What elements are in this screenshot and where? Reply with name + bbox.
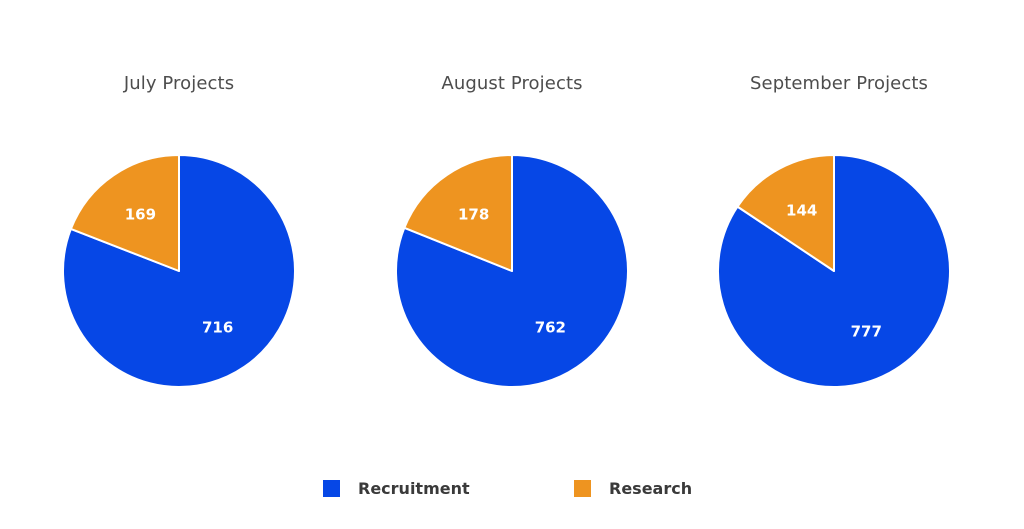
pie-slice-research[interactable] (69, 154, 180, 272)
pie-slice-research[interactable] (736, 154, 835, 272)
pie-chart-august: 762 178 (395, 154, 629, 388)
data-label-recruitment: 716 (202, 318, 233, 336)
data-label-research: 144 (786, 202, 817, 220)
chart-panel-july: July Projects 716 169 (14, 0, 344, 420)
legend-label-recruitment: Recruitment (358, 478, 470, 498)
chart-title: September Projects (750, 73, 928, 94)
data-label-research: 169 (125, 206, 156, 224)
chart-panel-september: September Projects 777 144 (674, 0, 1004, 420)
chart-panel-august: August Projects 762 178 (347, 0, 677, 420)
chart-title: August Projects (441, 73, 583, 94)
pie-chart-september: 777 144 (717, 154, 951, 388)
legend-label-research: Research (609, 478, 693, 498)
data-label-research: 178 (458, 205, 489, 223)
chart-title: July Projects (123, 73, 235, 94)
legend-item-recruitment[interactable]: Recruitment (323, 476, 470, 500)
pie-chart-july: 716 169 (62, 154, 296, 388)
legend-swatch-research (574, 479, 591, 497)
data-label-recruitment: 762 (535, 319, 566, 337)
legend-item-research[interactable]: Research (574, 476, 692, 500)
legend: Recruitment Research (0, 476, 1024, 500)
data-label-recruitment: 777 (851, 322, 882, 340)
pie-slice-recruitment[interactable] (395, 154, 629, 388)
legend-swatch-recruitment (323, 479, 340, 497)
pie-slice-research[interactable] (403, 154, 513, 272)
